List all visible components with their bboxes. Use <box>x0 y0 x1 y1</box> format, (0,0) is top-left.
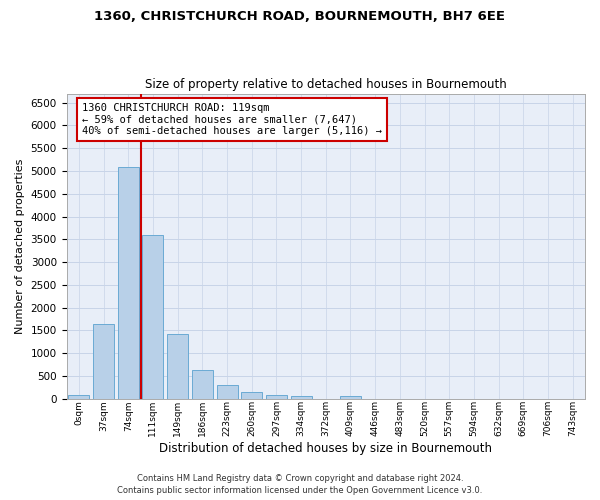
Text: 1360 CHRISTCHURCH ROAD: 119sqm
← 59% of detached houses are smaller (7,647)
40% : 1360 CHRISTCHURCH ROAD: 119sqm ← 59% of … <box>82 102 382 136</box>
Text: 1360, CHRISTCHURCH ROAD, BOURNEMOUTH, BH7 6EE: 1360, CHRISTCHURCH ROAD, BOURNEMOUTH, BH… <box>95 10 505 23</box>
Bar <box>93 324 114 398</box>
Bar <box>340 396 361 398</box>
Bar <box>217 385 238 398</box>
X-axis label: Distribution of detached houses by size in Bournemouth: Distribution of detached houses by size … <box>159 442 492 455</box>
Text: Contains HM Land Registry data © Crown copyright and database right 2024.
Contai: Contains HM Land Registry data © Crown c… <box>118 474 482 495</box>
Bar <box>68 396 89 398</box>
Y-axis label: Number of detached properties: Number of detached properties <box>15 158 25 334</box>
Bar <box>118 168 139 398</box>
Bar <box>167 334 188 398</box>
Bar <box>266 395 287 398</box>
Bar <box>241 392 262 398</box>
Bar <box>192 370 213 398</box>
Title: Size of property relative to detached houses in Bournemouth: Size of property relative to detached ho… <box>145 78 506 91</box>
Bar <box>290 396 311 398</box>
Bar <box>142 235 163 398</box>
